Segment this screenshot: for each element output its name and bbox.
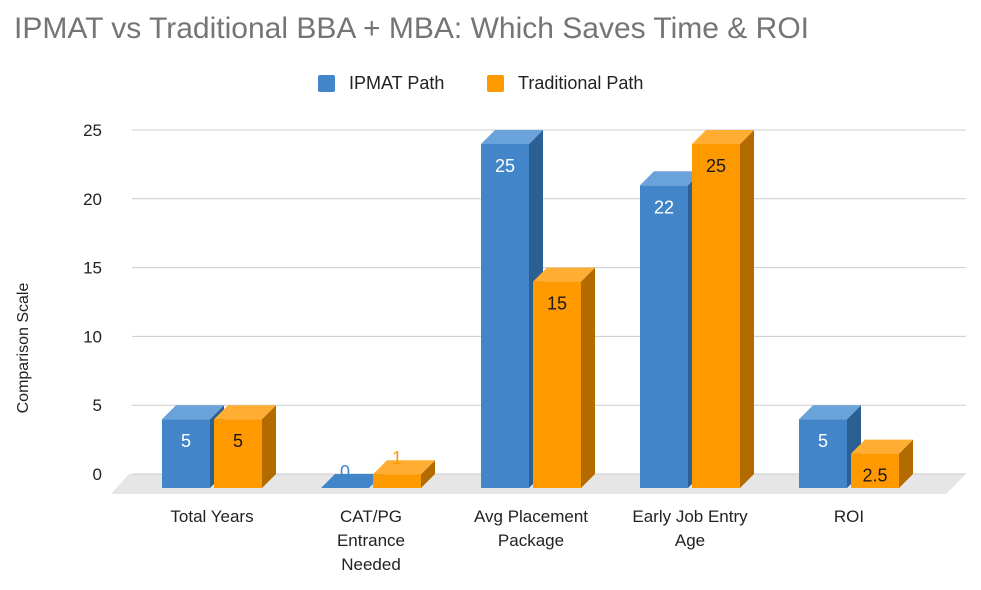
y-tick-label: 5 <box>93 396 102 415</box>
bar-ipmat <box>481 144 529 488</box>
bar-ipmat <box>162 419 210 488</box>
legend-item-ipmat[interactable]: IPMAT Path <box>318 73 444 94</box>
y-tick-label: 20 <box>83 190 102 209</box>
bar-traditional <box>214 419 262 488</box>
x-tick-label-line: Early Job Entry <box>632 507 748 526</box>
legend-swatch-ipmat <box>318 75 335 92</box>
data-label-traditional: 1 <box>392 448 402 468</box>
data-label-ipmat: 25 <box>495 156 515 176</box>
bar-side-traditional <box>581 267 595 488</box>
x-tick-label-line: Avg Placement <box>473 507 589 526</box>
data-label-traditional: 15 <box>547 294 567 314</box>
legend-label-traditional: Traditional Path <box>518 73 644 93</box>
chart-title: IPMAT vs Traditional BBA + MBA: Which Sa… <box>14 12 809 45</box>
x-tick-label-line: Total Years <box>170 507 254 526</box>
data-label-traditional: 2.5 <box>862 466 887 486</box>
bar-ipmat <box>640 185 688 488</box>
bar-top-ipmat <box>481 130 543 144</box>
bar-top-ipmat <box>321 474 383 488</box>
legend-label-ipmat: IPMAT Path <box>349 73 445 93</box>
x-tick-label-line: Entrance <box>336 531 406 550</box>
data-label-traditional: 25 <box>706 156 726 176</box>
x-tick-label: Avg Placement Package <box>461 505 601 553</box>
legend: IPMAT Path Traditional Path <box>0 73 981 97</box>
bar-top-traditional <box>851 439 913 454</box>
x-tick-label: Total Years <box>142 505 282 529</box>
bar-top-ipmat <box>640 171 702 186</box>
bar-side-traditional <box>899 439 913 488</box>
bar-top-ipmat <box>799 405 861 420</box>
bar-traditional <box>373 474 421 488</box>
bar-ipmat <box>799 419 847 488</box>
data-label-ipmat: 22 <box>654 197 674 217</box>
bar-top-traditional <box>373 460 435 475</box>
data-label-ipmat: 5 <box>181 431 191 451</box>
legend-swatch-traditional <box>487 75 504 92</box>
data-label-traditional: 5 <box>233 431 243 451</box>
bar-side-traditional <box>740 130 754 488</box>
y-tick-label: 0 <box>93 465 102 484</box>
data-label-ipmat: 0 <box>340 462 350 482</box>
legend-item-traditional[interactable]: Traditional Path <box>487 73 643 94</box>
bar-side-traditional <box>421 460 435 488</box>
bar-traditional <box>692 144 740 488</box>
x-tick-label: ROI <box>779 505 919 529</box>
bar-top-ipmat <box>162 405 224 420</box>
bar-top-traditional <box>214 405 276 420</box>
y-tick-label: 25 <box>83 121 102 140</box>
data-label-ipmat: 5 <box>818 431 828 451</box>
x-tick-label-line: Needed <box>341 555 401 574</box>
bar-traditional <box>533 281 581 488</box>
y-tick-label: 15 <box>83 259 102 278</box>
bar-top-traditional <box>533 267 595 282</box>
bar-traditional <box>851 453 899 488</box>
y-tick-label: 10 <box>83 327 102 346</box>
x-tick-label: CAT/PG Entrance Needed <box>301 505 441 577</box>
x-tick-label-line: ROI <box>833 507 865 526</box>
x-tick-label-line: Package <box>497 531 565 550</box>
x-tick-label: Early Job Entry Age <box>620 505 760 553</box>
bar-top-traditional <box>692 130 754 144</box>
bar-side-traditional <box>262 405 276 488</box>
x-tick-label-line: CAT/PG <box>339 507 403 526</box>
x-tick-label-line: Age <box>674 531 706 550</box>
